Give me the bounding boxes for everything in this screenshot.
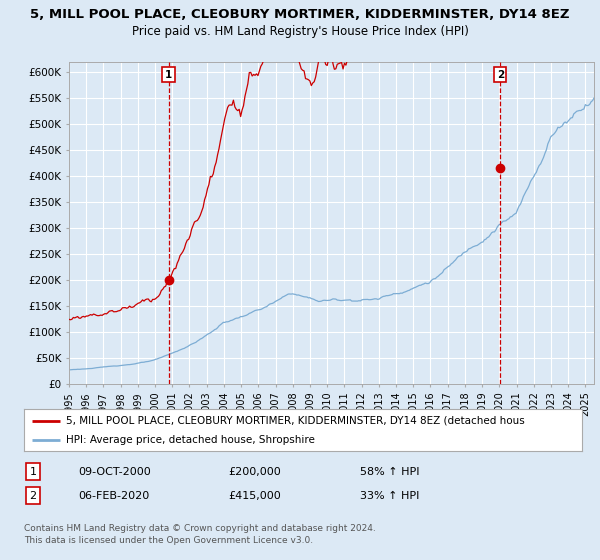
- Text: Price paid vs. HM Land Registry's House Price Index (HPI): Price paid vs. HM Land Registry's House …: [131, 25, 469, 38]
- Text: 09-OCT-2000: 09-OCT-2000: [78, 466, 151, 477]
- Text: 1: 1: [165, 69, 172, 80]
- Text: 33% ↑ HPI: 33% ↑ HPI: [360, 491, 419, 501]
- Text: 2: 2: [29, 491, 37, 501]
- Text: This data is licensed under the Open Government Licence v3.0.: This data is licensed under the Open Gov…: [24, 536, 313, 545]
- Text: 1: 1: [29, 466, 37, 477]
- Text: £415,000: £415,000: [228, 491, 281, 501]
- Text: 2: 2: [497, 69, 504, 80]
- Text: 06-FEB-2020: 06-FEB-2020: [78, 491, 149, 501]
- Text: HPI: Average price, detached house, Shropshire: HPI: Average price, detached house, Shro…: [66, 435, 315, 445]
- Text: 58% ↑ HPI: 58% ↑ HPI: [360, 466, 419, 477]
- Text: 5, MILL POOL PLACE, CLEOBURY MORTIMER, KIDDERMINSTER, DY14 8EZ: 5, MILL POOL PLACE, CLEOBURY MORTIMER, K…: [30, 8, 570, 21]
- Text: £200,000: £200,000: [228, 466, 281, 477]
- Text: 5, MILL POOL PLACE, CLEOBURY MORTIMER, KIDDERMINSTER, DY14 8EZ (detached hous: 5, MILL POOL PLACE, CLEOBURY MORTIMER, K…: [66, 416, 524, 426]
- Text: Contains HM Land Registry data © Crown copyright and database right 2024.: Contains HM Land Registry data © Crown c…: [24, 524, 376, 533]
